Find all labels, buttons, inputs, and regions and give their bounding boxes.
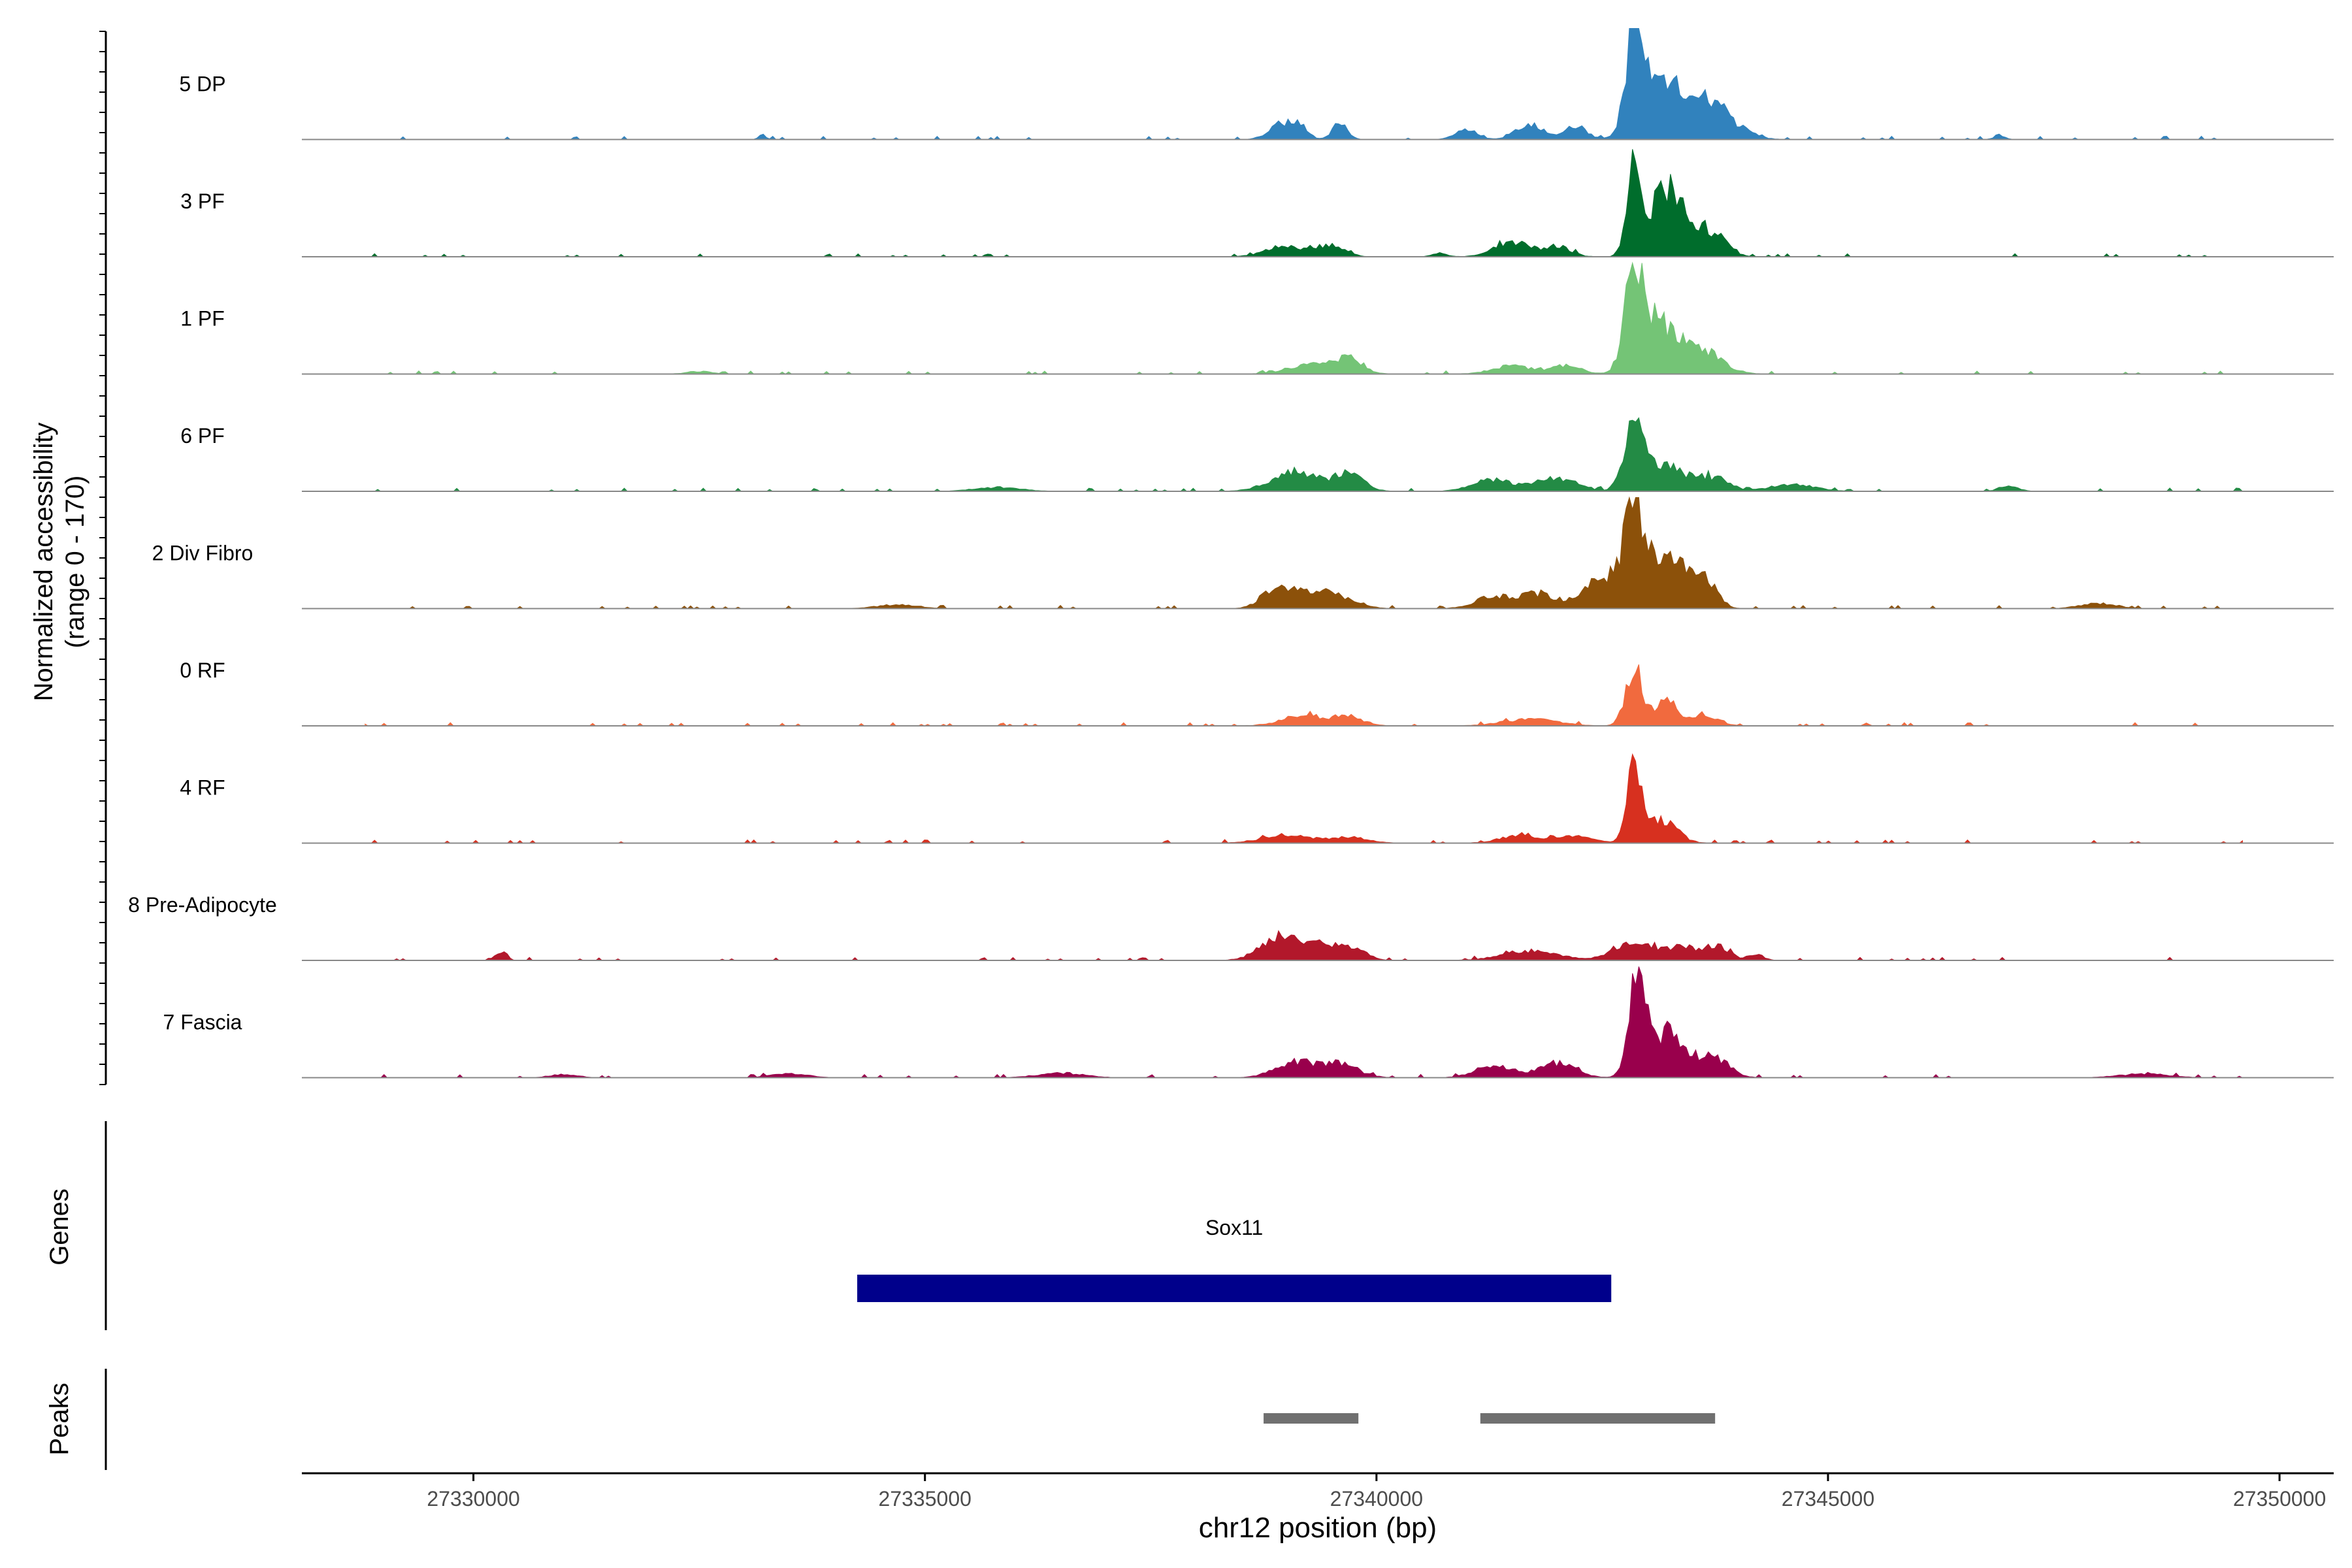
peak-region (1480, 1413, 1716, 1424)
coverage-area (365, 417, 2244, 492)
track-0-rf: 0 RF (180, 659, 2334, 727)
x-axis-label: chr12 position (bp) (1199, 1512, 1437, 1544)
track-2-div-fibro: 2 Div Fibro (152, 496, 2334, 610)
track-5-dp: 5 DP (179, 28, 2334, 140)
coverage-area (365, 664, 2243, 727)
coverage-area (365, 261, 2243, 375)
track-label: 6 PF (180, 424, 225, 448)
x-axis-tick-label: 27350000 (2233, 1487, 2326, 1511)
genes-panel: Genes Sox11 (45, 1121, 1612, 1330)
x-axis-tick-label: 27345000 (1782, 1487, 1874, 1511)
coverage-area (365, 966, 2243, 1079)
track-1-pf: 1 PF (180, 261, 2334, 375)
track-label: 7 Fascia (163, 1011, 242, 1034)
x-axis-tick-label: 27340000 (1330, 1487, 1423, 1511)
coverage-area (365, 28, 2243, 140)
gene-label-sox11: Sox11 (1205, 1216, 1263, 1239)
x-axis-tick-label: 27330000 (427, 1487, 519, 1511)
track-6-pf: 6 PF (180, 417, 2334, 492)
track-label: 1 PF (180, 307, 225, 331)
track-label: 2 Div Fibro (152, 542, 253, 565)
x-axis-tick-label: 27335000 (879, 1487, 972, 1511)
coverage-area (365, 496, 2243, 610)
y-axis-label-line1: Normalized accessibility (29, 423, 58, 702)
track-label: 8 Pre-Adipocyte (128, 893, 277, 917)
coverage-tracks: 5 DP 3 PF 1 PF 6 PF 2 Div Fibro 0 RF 4 RF 8 Pre… (128, 28, 2334, 1079)
x-axis: 27330000 27335000 27340000 27345000 27350000 (302, 1472, 2334, 1511)
track-3-pf: 3 PF (180, 149, 2334, 257)
track-8-pre-adipocyte: 8 Pre-Adipocyte (128, 893, 2334, 961)
track-label: 4 RF (180, 776, 225, 800)
genes-panel-label: Genes (45, 1188, 74, 1266)
coverage-area (365, 149, 2243, 257)
peaks-panel: Peaks (45, 1369, 1716, 1470)
coverage-y-axis (99, 31, 107, 1085)
track-label: 0 RF (180, 659, 225, 682)
peak-region (1264, 1413, 1359, 1424)
coverage-area (365, 753, 2243, 844)
gene-body-sox11 (857, 1275, 1612, 1302)
peak-regions (1264, 1413, 1716, 1424)
track-label: 3 PF (180, 189, 225, 213)
track-7-fascia: 7 Fascia (163, 966, 2334, 1079)
coverage-area (365, 930, 2243, 961)
track-label: 5 DP (179, 73, 225, 96)
peaks-panel-label: Peaks (45, 1382, 74, 1455)
y-axis-label-line2: (range 0 - 170) (61, 476, 90, 649)
track-4-rf: 4 RF (180, 753, 2334, 844)
